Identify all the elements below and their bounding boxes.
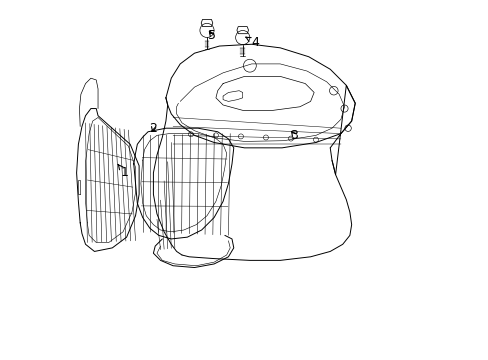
Text: 2: 2 bbox=[149, 122, 157, 135]
Text: 5: 5 bbox=[208, 29, 216, 42]
Text: 1: 1 bbox=[118, 165, 128, 179]
Text: 4: 4 bbox=[245, 36, 259, 49]
Text: 3: 3 bbox=[290, 129, 298, 142]
